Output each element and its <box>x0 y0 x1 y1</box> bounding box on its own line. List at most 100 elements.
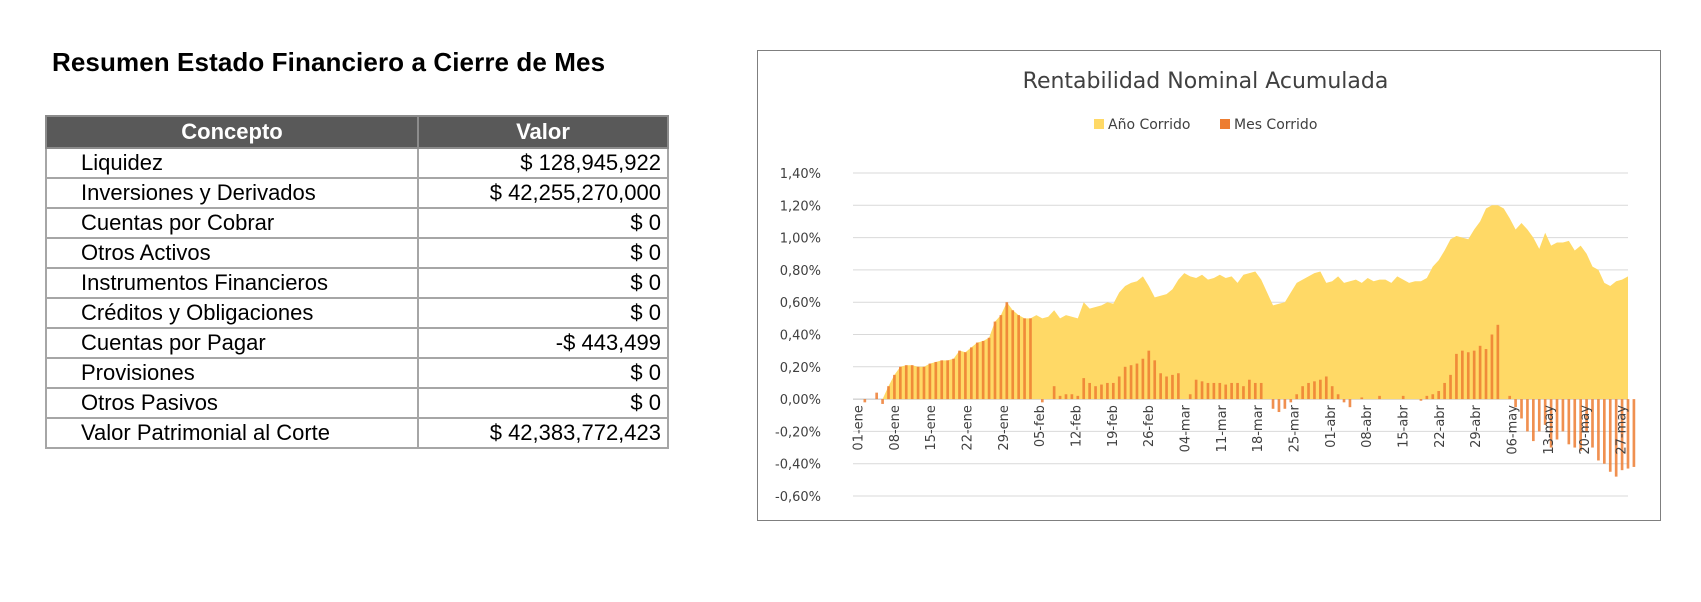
bar-mes-corrido <box>1200 381 1204 400</box>
bar-mes-corrido <box>1496 324 1500 400</box>
legend-swatch-ano-corrido <box>1094 119 1104 129</box>
x-tick-label: 08-ene <box>888 405 903 450</box>
column-header-valor: Valor <box>417 115 669 149</box>
chart: Rentabilidad Nominal Acumulada Año Corrid… <box>775 69 1636 505</box>
table-row: Instrumentos Financieros $ 0 <box>45 267 669 299</box>
bar-mes-corrido <box>1455 353 1458 400</box>
bar-mes-corrido <box>922 366 926 400</box>
bar-mes-corrido <box>1336 394 1340 400</box>
y-tick-label: 1,20% <box>780 199 821 214</box>
bar-mes-corrido <box>1555 399 1559 440</box>
x-tick-label: 29-ene <box>997 405 1012 450</box>
bar-mes-corrido <box>1023 318 1026 400</box>
x-tick-label: 13-may <box>1542 405 1557 455</box>
table-row: Otros Pasivos $ 0 <box>45 387 669 419</box>
bar-mes-corrido <box>1117 376 1121 400</box>
bar-mes-corrido <box>1076 395 1080 400</box>
bar-mes-corrido <box>1218 382 1222 400</box>
x-tick-label: 20-may <box>1578 405 1593 455</box>
bar-mes-corrido <box>1478 345 1482 400</box>
bar-mes-corrido <box>1194 379 1198 400</box>
bar-mes-corrido <box>916 366 920 400</box>
bar-mes-corrido <box>910 365 914 400</box>
bar-mes-corrido <box>1283 399 1287 409</box>
bar-mes-corrido <box>1040 399 1044 403</box>
bar-mes-corrido <box>1052 386 1056 400</box>
financial-summary-table: Concepto Valor Liquidez $ 128,945,922 Inv… <box>45 115 669 449</box>
y-tick-label: 0,20% <box>780 361 821 376</box>
bar-mes-corrido <box>981 340 985 400</box>
bar-mes-corrido <box>1011 310 1015 400</box>
bar-mes-corrido <box>1603 399 1606 464</box>
bar-mes-corrido <box>1123 366 1127 400</box>
y-tick-label: 1,00% <box>780 232 821 247</box>
bar-mes-corrido <box>1620 399 1624 471</box>
x-tick-label: 22-abr <box>1433 404 1448 447</box>
bar-mes-corrido <box>958 350 961 400</box>
bar-mes-corrido <box>964 352 967 400</box>
row-value: $ 42,383,772,423 <box>417 417 669 449</box>
row-value: $ 0 <box>417 297 669 329</box>
bar-mes-corrido <box>1597 399 1600 461</box>
area-ano-corrido <box>853 205 1628 400</box>
row-concept: Valor Patrimonial al Corte <box>45 417 419 449</box>
row-value: $ 0 <box>417 207 669 239</box>
bar-mes-corrido <box>1342 399 1346 403</box>
bar-mes-corrido <box>899 366 902 400</box>
row-concept: Otros Activos <box>45 237 419 269</box>
bar-mes-corrido <box>1242 386 1245 400</box>
bar-mes-corrido <box>1484 349 1488 400</box>
y-tick-label: 0,60% <box>780 296 821 311</box>
bar-mes-corrido <box>1537 399 1541 432</box>
x-tick-label: 26-feb <box>1142 405 1157 447</box>
bar-mes-corrido <box>1029 318 1032 400</box>
x-tick-label: 12-feb <box>1070 405 1085 447</box>
row-concept: Otros Pasivos <box>45 387 419 419</box>
x-tick-label: 25-mar <box>1288 404 1303 452</box>
row-value: $ 0 <box>417 267 669 299</box>
y-tick-label: 1,40% <box>780 167 821 182</box>
y-tick-label: 0,40% <box>780 329 821 344</box>
y-tick-label: -0,20% <box>775 425 821 440</box>
row-value: $ 0 <box>417 237 669 269</box>
bar-mes-corrido <box>1165 376 1168 400</box>
bar-mes-corrido <box>1632 399 1636 467</box>
bar-mes-corrido <box>1230 382 1233 400</box>
bar-mes-corrido <box>1307 382 1310 400</box>
row-value: -$ 443,499 <box>417 327 669 359</box>
bar-mes-corrido <box>1360 397 1364 400</box>
bar-mes-corrido <box>1425 395 1429 400</box>
bar-mes-corrido <box>1135 363 1139 400</box>
x-tick-label: 15-abr <box>1397 404 1412 447</box>
x-tick-label: 08-abr <box>1360 404 1375 447</box>
bar-mes-corrido <box>1177 373 1180 400</box>
bar-mes-corrido <box>1561 399 1565 432</box>
bar-mes-corrido <box>1248 379 1251 400</box>
bar-mes-corrido <box>1253 382 1257 400</box>
table-header-row: Concepto Valor <box>45 115 669 149</box>
table-row: Otros Activos $ 0 <box>45 237 669 269</box>
bar-mes-corrido <box>1508 395 1512 400</box>
y-tick-label: 0,80% <box>780 264 821 279</box>
bar-mes-corrido <box>1271 399 1275 409</box>
bar-mes-corrido <box>1449 374 1452 400</box>
bar-mes-corrido <box>1319 379 1322 400</box>
bar-mes-corrido <box>1289 399 1293 403</box>
x-tick-label: 01-ene <box>852 405 867 450</box>
bar-mes-corrido <box>1058 395 1062 400</box>
table-row: Cuentas por Pagar -$ 443,499 <box>45 327 669 359</box>
bar-mes-corrido <box>1259 382 1263 400</box>
bar-mes-corrido <box>1141 358 1145 400</box>
bar-mes-corrido <box>1313 381 1316 400</box>
bar-mes-corrido <box>1472 350 1476 400</box>
bar-mes-corrido <box>1419 399 1423 401</box>
y-tick-label: 0,00% <box>780 393 821 408</box>
bar-mes-corrido <box>928 363 932 400</box>
x-tick-label: 22-ene <box>961 405 976 450</box>
bar-mes-corrido <box>1514 399 1517 408</box>
row-concept: Créditos y Obligaciones <box>45 297 419 329</box>
bar-mes-corrido <box>1608 399 1612 472</box>
bar-mes-corrido <box>1330 386 1334 400</box>
bar-mes-corrido <box>1088 382 1091 400</box>
bar-mes-corrido <box>1443 382 1446 400</box>
